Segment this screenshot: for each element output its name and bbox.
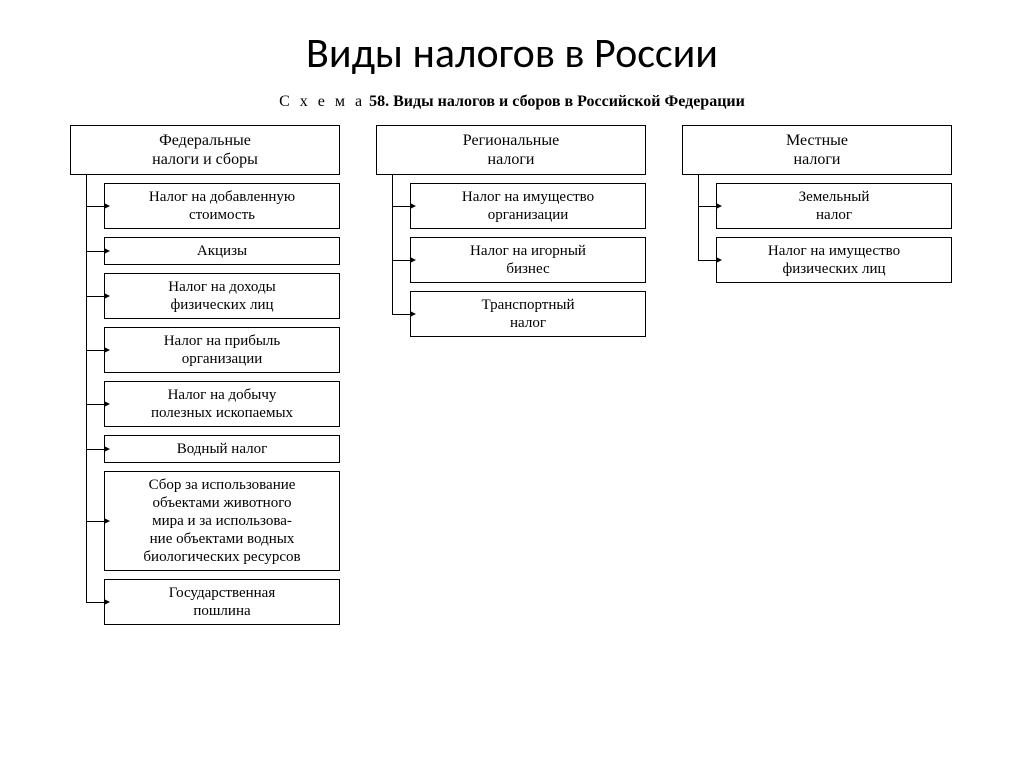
column-local: Местныеналоги Земельныйналог Налог на им… (682, 125, 952, 625)
trunk-mask (391, 315, 394, 337)
schema-label: С х е м а (279, 93, 365, 110)
tax-item: Акцизы (104, 237, 340, 265)
tax-item: Налог на прибыльорганизации (104, 327, 340, 373)
tax-item: Налог на добавленнуюстоимость (104, 183, 340, 229)
tax-item: Налог на имуществофизических лиц (716, 237, 952, 283)
column-header: Региональныеналоги (376, 125, 646, 175)
tax-item: Налог на игорныйбизнес (410, 237, 646, 283)
tax-item: Земельныйналог (716, 183, 952, 229)
tax-item: Налог на добычуполезных ископаемых (104, 381, 340, 427)
page-title: Виды налогов в России (0, 0, 1024, 79)
column-federal: Федеральныеналоги и сборы Налог на добав… (70, 125, 340, 625)
tax-item: Налог на имуществоорганизации (410, 183, 646, 229)
schema-number: 58. (369, 93, 389, 110)
column-header: Федеральныеналоги и сборы (70, 125, 340, 175)
subtitle: С х е м а 58. Виды налогов и сборов в Ро… (0, 93, 1024, 111)
tax-item: Сбор за использованиеобъектами животного… (104, 471, 340, 571)
page: Виды налогов в России С х е м а 58. Виды… (0, 0, 1024, 767)
column-regional: Региональныеналоги Налог на имуществоорг… (376, 125, 646, 625)
column-header: Местныеналоги (682, 125, 952, 175)
trunk-mask (85, 603, 88, 625)
tax-item: Государственнаяпошлина (104, 579, 340, 625)
tax-item: Транспортныйналог (410, 291, 646, 337)
diagram-columns: Федеральныеналоги и сборы Налог на добав… (0, 111, 1024, 625)
column-children: Земельныйналог Налог на имуществофизичес… (682, 183, 952, 283)
trunk-mask (697, 261, 700, 283)
column-children: Налог на имуществоорганизации Налог на и… (376, 183, 646, 337)
tax-item: Водный налог (104, 435, 340, 463)
schema-text: Виды налогов и сборов в Российской Федер… (393, 93, 745, 110)
column-children: Налог на добавленнуюстоимость Акцизы Нал… (70, 183, 340, 625)
tax-item: Налог на доходыфизических лиц (104, 273, 340, 319)
